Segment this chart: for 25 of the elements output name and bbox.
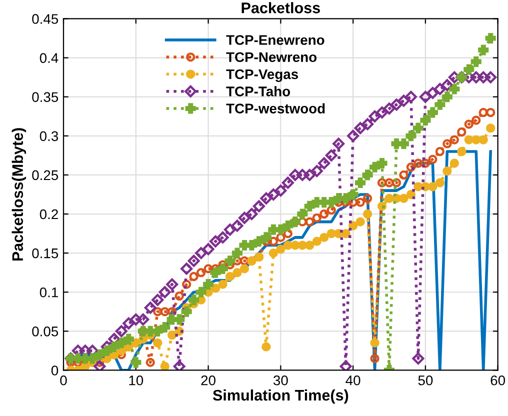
y-tick-label: 0.2 — [40, 209, 58, 220]
x-tick-label: 50 — [418, 375, 433, 386]
x-tick-label: 10 — [129, 375, 144, 386]
y-tick-label: 0.1 — [40, 287, 58, 298]
x-tick-label: 20 — [201, 375, 216, 386]
x-tick-label: 30 — [273, 375, 288, 386]
legend-label: TCP-Newreno — [226, 52, 317, 62]
legend-label: TCP-Enewreno — [226, 35, 324, 45]
x-tick-label: 0 — [60, 375, 67, 386]
chart-title: Packetloss — [242, 2, 320, 14]
legend-label: TCP-Taho — [226, 86, 290, 96]
y-tick-label: 0.3 — [40, 131, 58, 142]
x-tick-label: 40 — [346, 375, 360, 386]
legend-label: TCP-westwood — [226, 103, 325, 114]
y-tick-label: 0.45 — [32, 14, 58, 24]
y-tick-label: 0.35 — [32, 92, 58, 102]
y-tick-label: 0.25 — [32, 170, 58, 180]
y-tick-label: 0 — [51, 366, 58, 376]
legend-label: TCP-Vegas — [226, 69, 298, 82]
y-axis-title: Packetloss(Mbyte) — [12, 128, 26, 261]
y-tick-label: 0.15 — [32, 248, 58, 258]
x-tick-label: 60 — [490, 375, 506, 386]
x-axis-title: Simulation Time(s) — [212, 389, 348, 404]
y-tick-label: 0.4 — [40, 53, 58, 63]
y-tick-label: 0.05 — [32, 326, 58, 336]
